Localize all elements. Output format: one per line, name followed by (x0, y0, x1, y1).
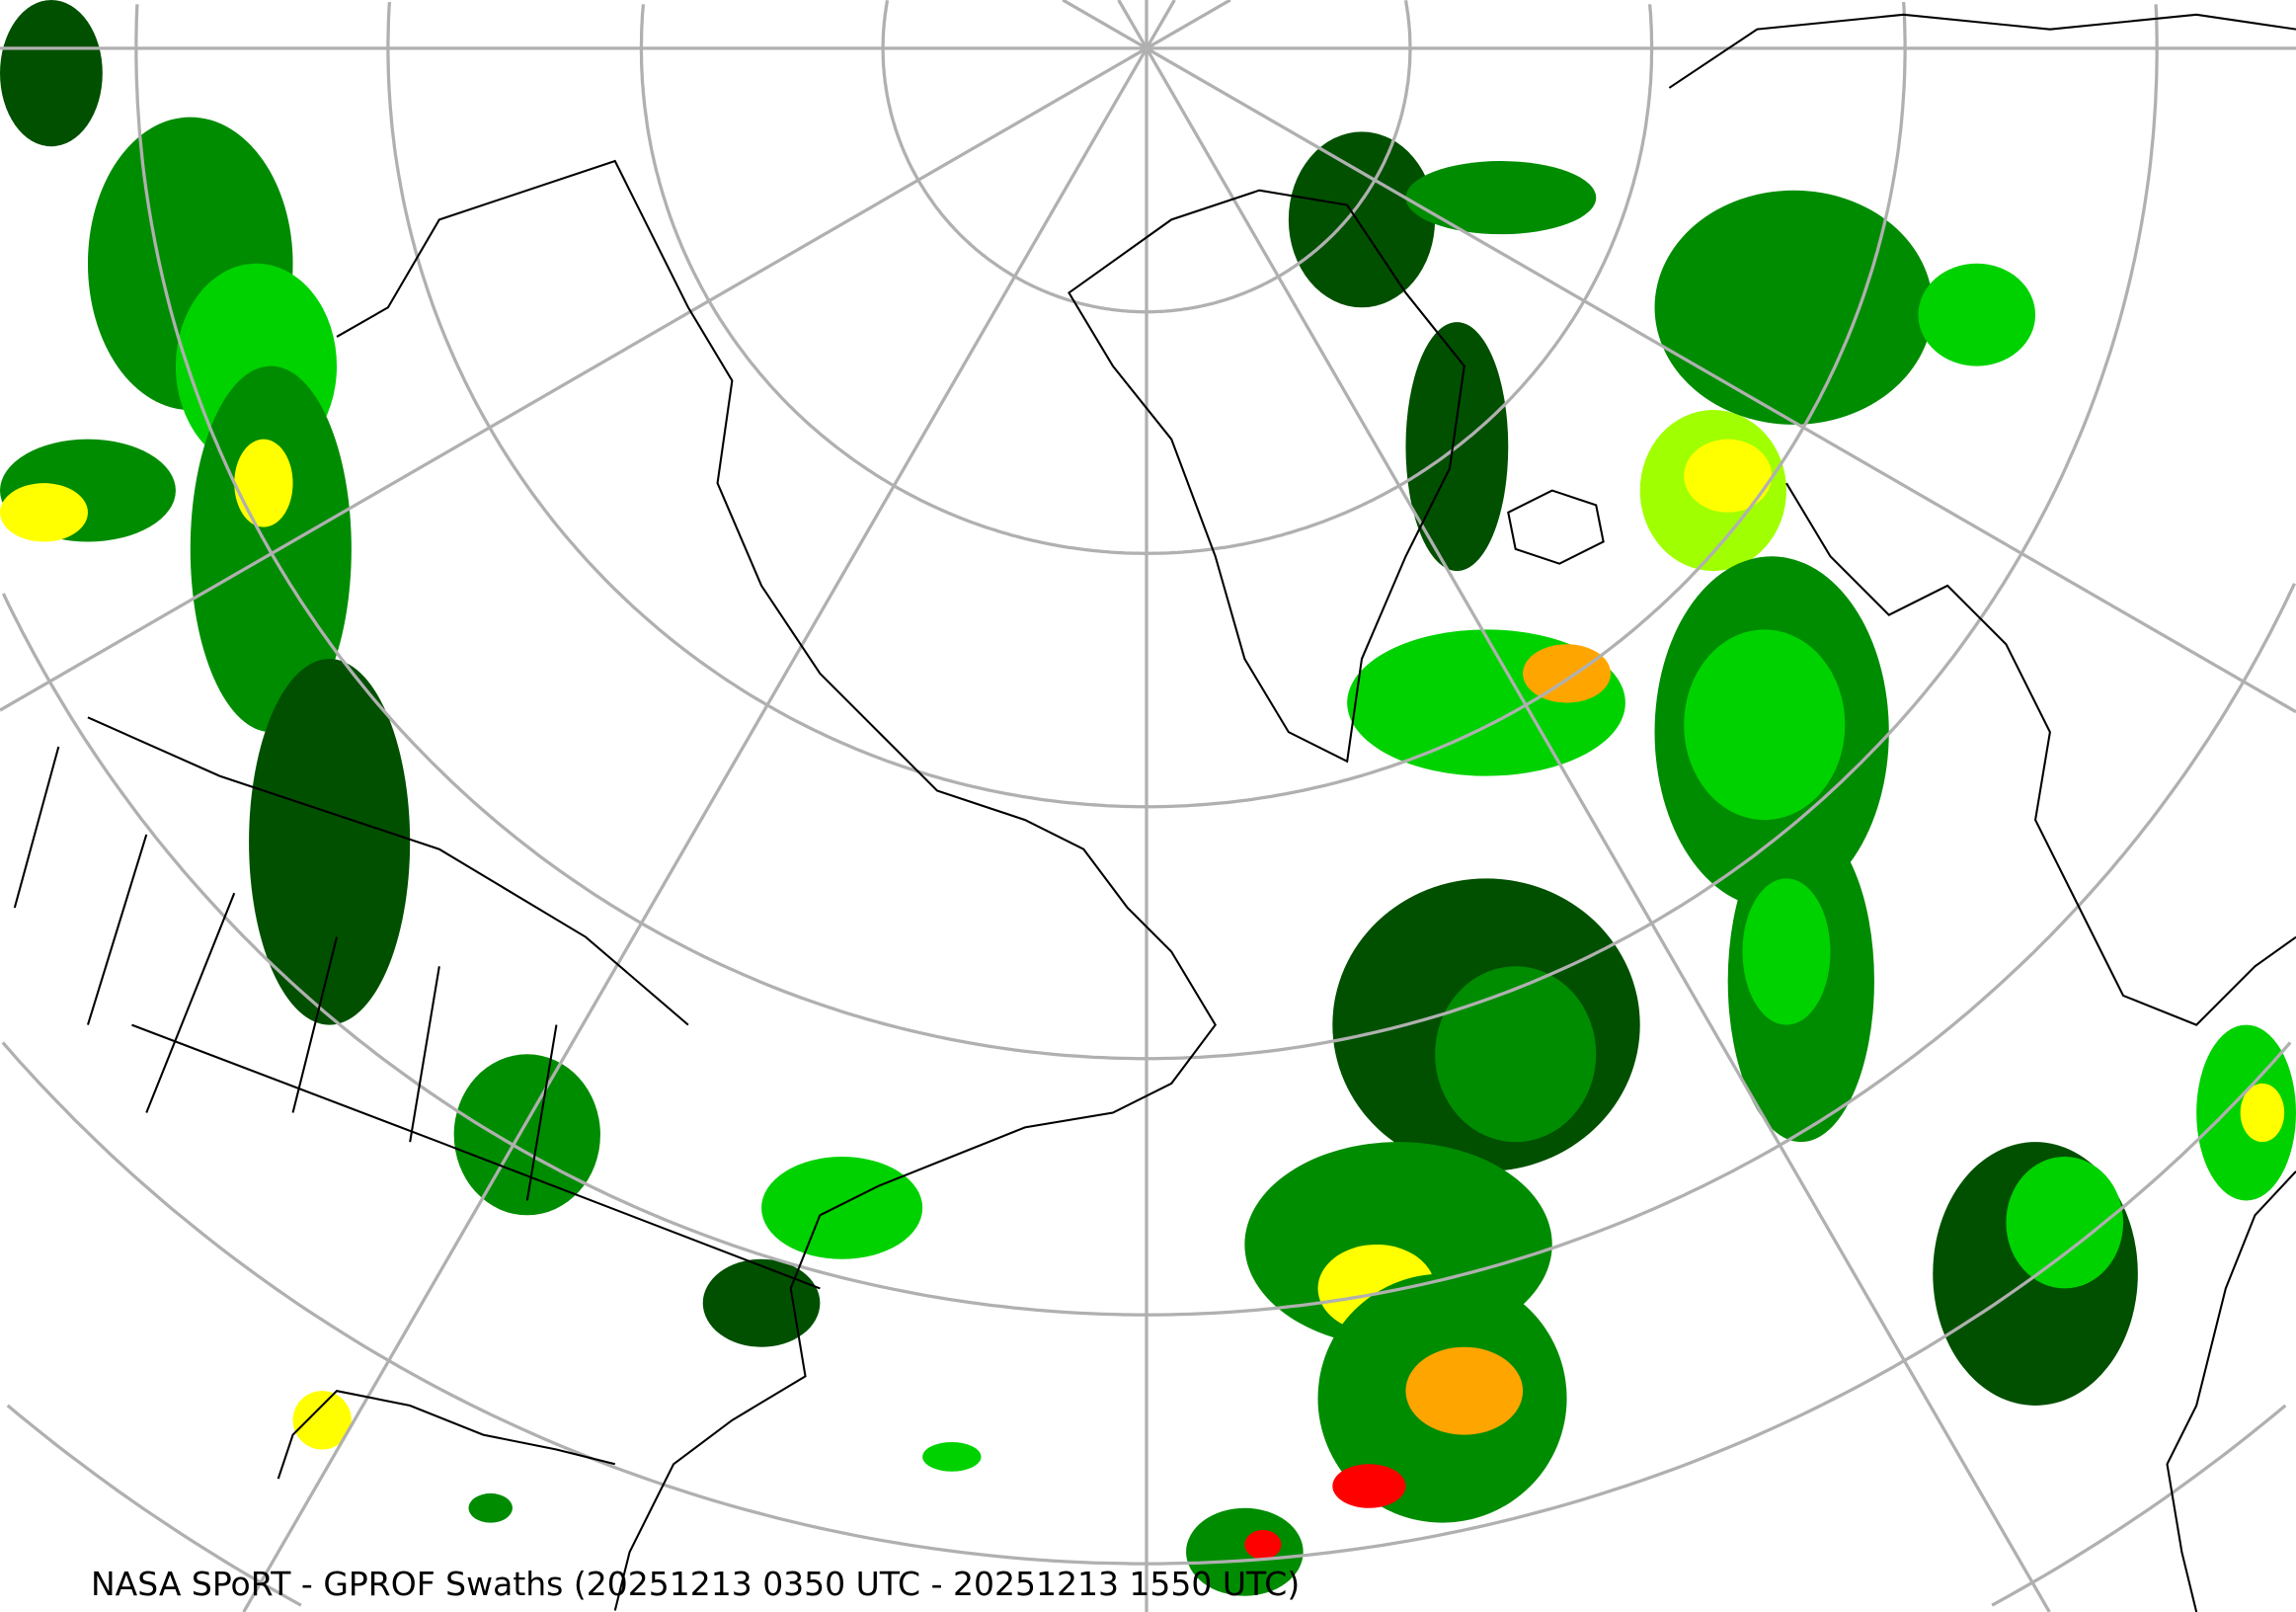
precip-swath (1186, 1507, 1304, 1596)
precip-swath (761, 1157, 923, 1259)
north-america-coast (336, 159, 1217, 1611)
precip-swath (0, 483, 88, 542)
precip-swath (1244, 1529, 1282, 1560)
precip-swath (1684, 629, 1846, 821)
precip-swath (1654, 190, 1934, 425)
precip-swath (292, 1391, 352, 1450)
precip-swath (0, 0, 103, 147)
europe-coast (1668, 13, 2296, 1026)
coastlines-borders (13, 13, 2296, 1612)
precip-swath (1288, 131, 1436, 308)
greenland-coast (1068, 189, 1465, 764)
meridian-line (1145, 47, 2051, 1612)
precip-swath (2240, 1083, 2285, 1143)
latitude-circle (386, 1, 1907, 809)
precip-swath (702, 1258, 821, 1347)
meridian-line (1062, 0, 1148, 50)
iceland-coast (1507, 489, 1605, 565)
latitude-circle (881, 0, 1412, 314)
africa-coast (2166, 1170, 2296, 1612)
precip-swath (1742, 878, 1831, 1025)
precip-swath (249, 659, 411, 1025)
canada-us-border (87, 716, 689, 1026)
latitude-circle (1, 583, 2296, 1317)
precip-swath (1918, 263, 2036, 366)
precip-swath (1435, 966, 1597, 1143)
meridian-line (1145, 0, 1176, 49)
meridian-line (242, 47, 1148, 1612)
latitude-circle (639, 4, 1654, 555)
map-title: NASA SPoRT - GPROF Swaths (20251213 0350… (91, 1565, 1301, 1603)
precip-swath (1405, 161, 1597, 235)
precip-swath (453, 1054, 600, 1216)
precip-swath (234, 439, 293, 527)
meridian-line (1117, 0, 1148, 49)
latitude-circle (6, 1404, 2287, 1607)
precip-swath (1332, 1464, 1406, 1508)
us-gulf-coast (277, 1390, 616, 1480)
precip-swath (1405, 1346, 1524, 1435)
meridian-line (1146, 0, 1231, 50)
precip-swath (922, 1442, 982, 1472)
meridian-line (0, 46, 1148, 712)
precip-swath (1684, 439, 1773, 513)
us-states (13, 746, 821, 1290)
latitude-circle (134, 4, 2159, 1061)
precip-swath (468, 1492, 513, 1523)
precip-swath (1523, 644, 1612, 703)
meridian-line (1146, 46, 2296, 714)
precip-swath (190, 365, 352, 733)
precip-swath (2006, 1157, 2124, 1289)
